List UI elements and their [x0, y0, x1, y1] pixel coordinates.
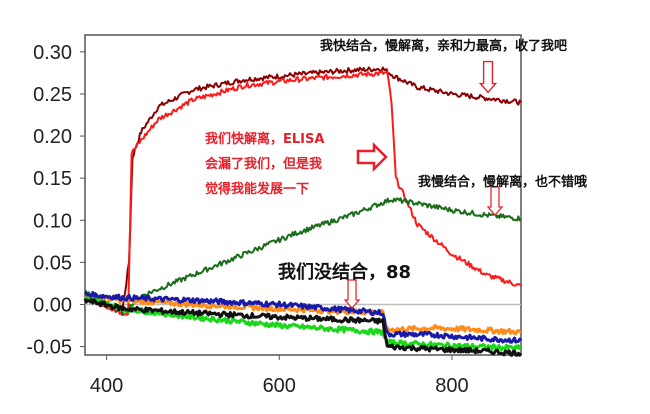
series-line-3	[84, 293, 522, 336]
y-tick-label: 0.15	[33, 168, 72, 190]
annotation-fast-off-line3: 觉得我能发展一下	[205, 181, 309, 197]
annotation-fast-on-slow-off: 我快结合，慢解离，亲和力最高，收了我吧	[320, 38, 567, 54]
arrow-bottom	[343, 279, 361, 309]
y-tick-label: 0.30	[33, 42, 72, 64]
x-tick-label: 600	[263, 375, 296, 397]
arrow-top-right	[478, 60, 498, 94]
y-tick-label: -0.05	[26, 337, 72, 359]
y-tick-label: 0.25	[33, 84, 72, 106]
annotation-no-binding: 我们没结合，88	[278, 261, 411, 283]
annotation-fast-off-line2: 会漏了我们，但是我	[205, 156, 322, 172]
series-line-0	[84, 66, 522, 315]
y-tick-label: 0.10	[33, 210, 72, 232]
y-tick-label: 0.05	[33, 252, 72, 274]
series-line-1	[84, 70, 522, 316]
series-line-2	[84, 197, 522, 316]
arrow-green	[486, 186, 504, 216]
x-tick-label: 800	[435, 375, 468, 397]
annotation-slow-on-slow-off: 我慢结合，慢解离，也不错哦	[418, 174, 587, 190]
y-tick-label: 0.20	[33, 126, 72, 148]
series-line-6	[83, 298, 523, 357]
arrow-middle-red	[356, 141, 388, 173]
y-tick-label: 0.00	[33, 294, 72, 316]
x-tick-label: 400	[90, 375, 123, 397]
annotation-fast-off-line1: 我们快解离，ELISA	[205, 131, 324, 147]
series-line-4	[83, 291, 523, 344]
